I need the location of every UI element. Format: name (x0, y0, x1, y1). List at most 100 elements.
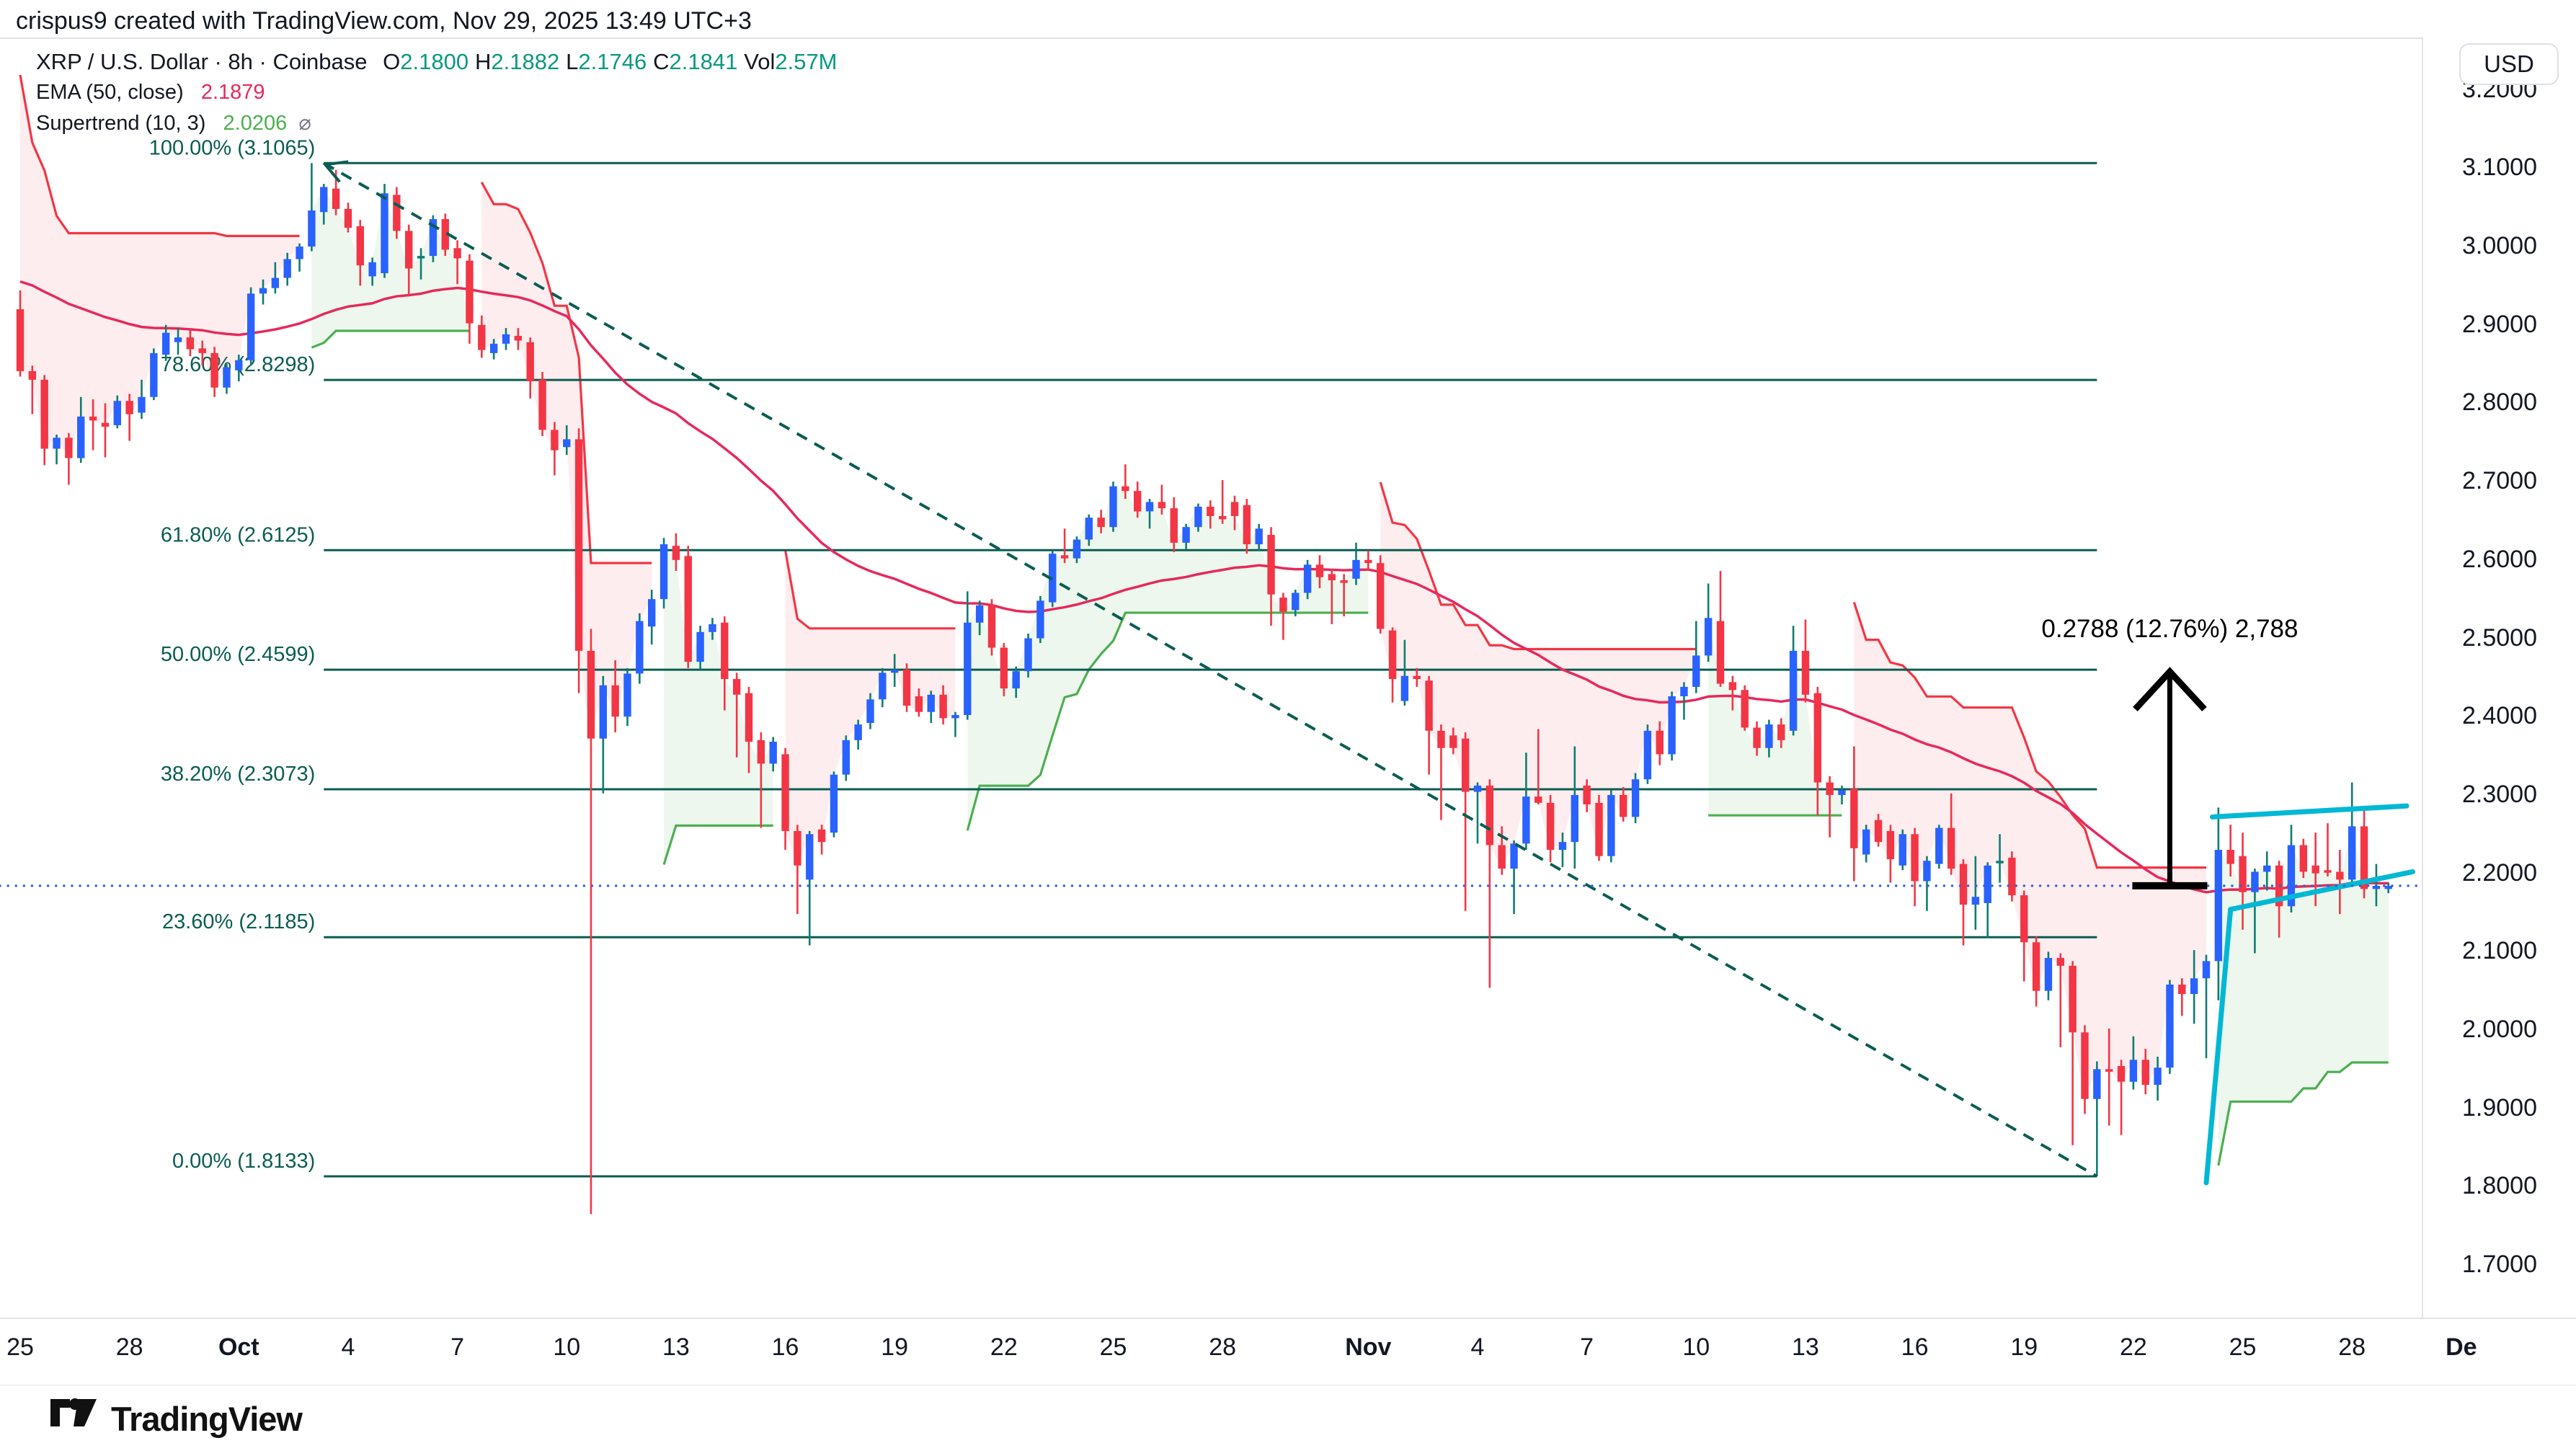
candle-down[interactable] (89, 416, 97, 421)
candle-up[interactable] (975, 605, 984, 623)
candle-up[interactable] (1292, 592, 1300, 611)
candle-down[interactable] (526, 342, 534, 382)
candle-up[interactable] (2093, 1069, 2101, 1099)
ema-line[interactable] (19, 280, 2389, 894)
candle-up[interactable] (1704, 618, 1713, 656)
candle-down[interactable] (2239, 856, 2247, 892)
ema-indicator-label[interactable]: EMA (50, close) (36, 81, 184, 104)
candle-down[interactable] (1583, 785, 1591, 804)
candle-up[interactable] (502, 334, 510, 344)
candle-down[interactable] (2178, 984, 2186, 995)
candle-up[interactable] (1085, 518, 1093, 540)
candle-up[interactable] (1145, 502, 1154, 512)
candle-up[interactable] (891, 670, 899, 673)
candle-down[interactable] (794, 830, 801, 866)
candle-up[interactable] (2263, 865, 2271, 872)
candle-up[interactable] (1522, 796, 1530, 844)
candle-down[interactable] (40, 379, 48, 449)
candle-down[interactable] (1218, 515, 1227, 520)
candle-up[interactable] (2166, 984, 2174, 1068)
candle-down[interactable] (101, 422, 110, 427)
candle-down[interactable] (2299, 845, 2307, 872)
candle-up[interactable] (429, 219, 438, 257)
candle-up[interactable] (648, 599, 656, 627)
candle-up[interactable] (636, 621, 644, 674)
candle-down[interactable] (1874, 820, 1883, 843)
candle-up[interactable] (2251, 871, 2259, 892)
candle-down[interactable] (1134, 491, 1142, 512)
candle-down[interactable] (1388, 630, 1397, 680)
candle-down[interactable] (1485, 785, 1494, 845)
candle-down[interactable] (1328, 574, 1336, 581)
candle-down[interactable] (1546, 802, 1555, 851)
candle-up[interactable] (1643, 730, 1652, 780)
candle-up[interactable] (854, 724, 862, 740)
candle-down[interactable] (2324, 870, 2332, 873)
candle-down[interactable] (745, 693, 753, 742)
candle-up[interactable] (1072, 539, 1081, 559)
candle-down[interactable] (441, 219, 449, 250)
candle-down[interactable] (817, 829, 826, 843)
candle-down[interactable] (2311, 865, 2319, 874)
candle-up[interactable] (2129, 1060, 2138, 1082)
candle-up[interactable] (223, 367, 231, 388)
candle-up[interactable] (769, 742, 777, 764)
candle-up[interactable] (806, 834, 814, 880)
candle-down[interactable] (1813, 693, 1821, 783)
candle-up[interactable] (2190, 978, 2198, 995)
candle-up[interactable] (77, 416, 85, 458)
candle-up[interactable] (2044, 958, 2053, 991)
candle-up[interactable] (1024, 638, 1032, 672)
candle-up[interactable] (235, 360, 243, 370)
candle-down[interactable] (210, 352, 218, 388)
price-axis[interactable]: 3.2000 3.1000 3.0000 2.9000 2.8000 2.7000 2.60… (2423, 37, 2576, 1318)
candle-down[interactable] (587, 650, 595, 739)
candle-down[interactable] (1413, 675, 1421, 680)
candle-down[interactable] (125, 401, 133, 414)
candle-up[interactable] (1692, 655, 1700, 687)
currency-button[interactable]: USD (2459, 43, 2559, 85)
candle-down[interactable] (611, 685, 619, 717)
candle-down[interactable] (1535, 796, 1542, 803)
candle-up[interactable] (879, 672, 887, 700)
candle-up[interactable] (1923, 861, 1931, 882)
candle-up[interactable] (1935, 827, 1943, 864)
candle-up[interactable] (1631, 779, 1640, 817)
candle-down[interactable] (344, 208, 352, 228)
candle-down[interactable] (1425, 680, 1433, 731)
candle-up[interactable] (1109, 486, 1117, 528)
candle-up[interactable] (1898, 834, 1906, 866)
candle-up[interactable] (1789, 650, 1798, 731)
candle-up[interactable] (951, 715, 959, 719)
candle-up[interactable] (259, 288, 267, 294)
pattern-line[interactable] (2228, 869, 2415, 913)
indicator-disabled-icon[interactable]: ⌀ (298, 112, 311, 135)
candle-down[interactable] (1170, 508, 1178, 543)
candle-down[interactable] (28, 370, 37, 380)
time-axis[interactable]: 25 28 Oct 4 7 10 13 16 19 22 25 28 Nov 4 7 10 13 16 19 22 25… (0, 1319, 2576, 1384)
candle-up[interactable] (174, 337, 182, 342)
candle-down[interactable] (2226, 850, 2234, 864)
candle-down[interactable] (1595, 802, 1603, 856)
candle-down[interactable] (1886, 830, 1895, 860)
candle-down[interactable] (902, 670, 911, 706)
candle-down[interactable] (1060, 555, 1069, 559)
candle-up[interactable] (1984, 865, 1991, 903)
candle-down[interactable] (1377, 563, 1385, 629)
candle-down[interactable] (721, 622, 729, 680)
candle-down[interactable] (757, 740, 765, 764)
candle-down[interactable] (2081, 1032, 2089, 1099)
tradingview-branding[interactable]: TradingView (50, 1397, 303, 1440)
candle-down[interactable] (732, 679, 741, 695)
candle-up[interactable] (1680, 686, 1688, 696)
candle-down[interactable] (1850, 789, 1858, 848)
candle-down[interactable] (2032, 942, 2040, 991)
candle-up[interactable] (1194, 506, 1202, 528)
candle-down[interactable] (186, 337, 195, 350)
candle-up[interactable] (2348, 826, 2356, 880)
candle-up[interactable] (623, 673, 631, 717)
candle-down[interactable] (1437, 730, 1445, 748)
candle-down[interactable] (1267, 535, 1275, 595)
candle-up[interactable] (417, 256, 425, 259)
